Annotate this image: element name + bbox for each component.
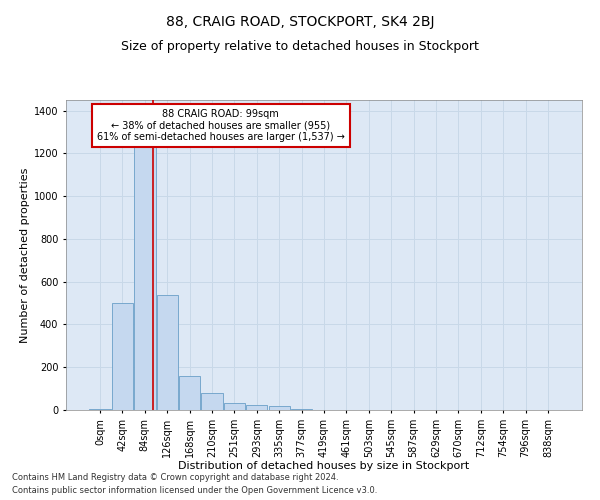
Text: 88 CRAIG ROAD: 99sqm
← 38% of detached houses are smaller (955)
61% of semi-deta: 88 CRAIG ROAD: 99sqm ← 38% of detached h…	[97, 110, 345, 142]
Text: Size of property relative to detached houses in Stockport: Size of property relative to detached ho…	[121, 40, 479, 53]
Text: Contains public sector information licensed under the Open Government Licence v3: Contains public sector information licen…	[12, 486, 377, 495]
Bar	[246, 404, 268, 410]
Bar	[269, 406, 290, 410]
Bar	[224, 402, 245, 410]
Bar	[157, 294, 178, 410]
Bar	[179, 376, 200, 410]
Bar	[112, 303, 133, 410]
Bar	[89, 409, 111, 410]
X-axis label: Distribution of detached houses by size in Stockport: Distribution of detached houses by size …	[178, 461, 470, 471]
Bar	[202, 393, 223, 410]
Text: 88, CRAIG ROAD, STOCKPORT, SK4 2BJ: 88, CRAIG ROAD, STOCKPORT, SK4 2BJ	[166, 15, 434, 29]
Text: Contains HM Land Registry data © Crown copyright and database right 2024.: Contains HM Land Registry data © Crown c…	[12, 474, 338, 482]
Y-axis label: Number of detached properties: Number of detached properties	[20, 168, 29, 342]
Bar	[291, 409, 312, 410]
Bar	[134, 140, 155, 410]
